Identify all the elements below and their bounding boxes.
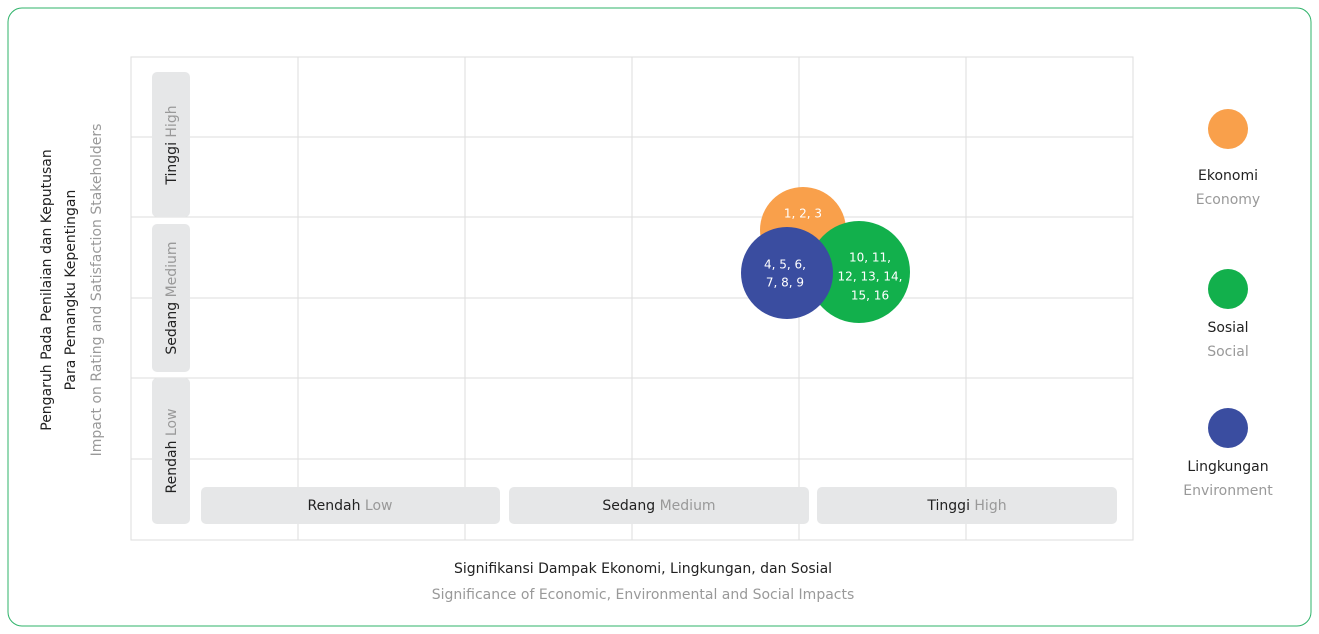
label-part: Low (164, 409, 180, 437)
y-level: Tinggi High (164, 105, 180, 185)
label-part: Sedang (602, 498, 655, 514)
bubble-label: 10, 11, (849, 251, 891, 265)
label-part: Sedang (164, 302, 180, 355)
bubble-label: 12, 13, 14, (838, 270, 903, 284)
x-axis-title: Signifikansi Dampak Ekonomi, Lingkungan,… (454, 561, 832, 577)
label-part: Medium (164, 241, 180, 297)
y-level: Rendah Low (164, 409, 180, 494)
x-level-box (509, 487, 809, 524)
y-level-box (152, 224, 190, 372)
x-level: Sedang Medium (602, 498, 715, 514)
y-level: Sedang Medium (164, 241, 180, 354)
label-part: Low (365, 498, 393, 514)
y-level-box (152, 72, 190, 217)
frame (7, 7, 1312, 627)
label-part: Tinggi (926, 498, 970, 514)
legend-name: Ekonomi (1198, 168, 1258, 184)
label-part: High (974, 498, 1006, 514)
label-part: Rendah (308, 498, 361, 514)
x-level: Rendah Low (308, 498, 393, 514)
x-level: Tinggi High (926, 498, 1006, 514)
y-axis-title: Pengaruh Pada Penilaian dan Keputusan (39, 149, 55, 431)
legend-swatch (1208, 109, 1248, 149)
x-level-box (817, 487, 1117, 524)
label-part: High (164, 105, 180, 137)
x-level-box (201, 487, 500, 524)
bubble-label: 4, 5, 6, (764, 258, 806, 272)
y-axis-title: Para Pemangku Kepentingan (63, 190, 79, 391)
bubble-label: 7, 8, 9 (766, 276, 804, 290)
bubble (741, 227, 833, 319)
legend-sublabel: Environment (1183, 483, 1273, 499)
legend-name: Lingkungan (1187, 459, 1268, 475)
y-level-box (152, 378, 190, 524)
legend-name: Sosial (1207, 320, 1248, 336)
legend-sublabel: Economy (1196, 192, 1260, 208)
bubble-label: 15, 16 (851, 289, 889, 303)
y-axis-subtitle: Impact on Rating and Satisfaction Stakeh… (89, 124, 105, 457)
label-part: Rendah (164, 441, 180, 494)
x-axis-subtitle: Significance of Economic, Environmental … (432, 587, 855, 603)
bubble (808, 221, 910, 323)
legend-sublabel: Social (1207, 344, 1249, 360)
grid (130, 56, 1134, 541)
legend-swatch (1208, 408, 1248, 448)
legend-swatch (1208, 269, 1248, 309)
bubble-label: 1, 2, 3 (784, 207, 822, 221)
label-part: Medium (660, 498, 716, 514)
label-part: Tinggi (164, 142, 180, 186)
